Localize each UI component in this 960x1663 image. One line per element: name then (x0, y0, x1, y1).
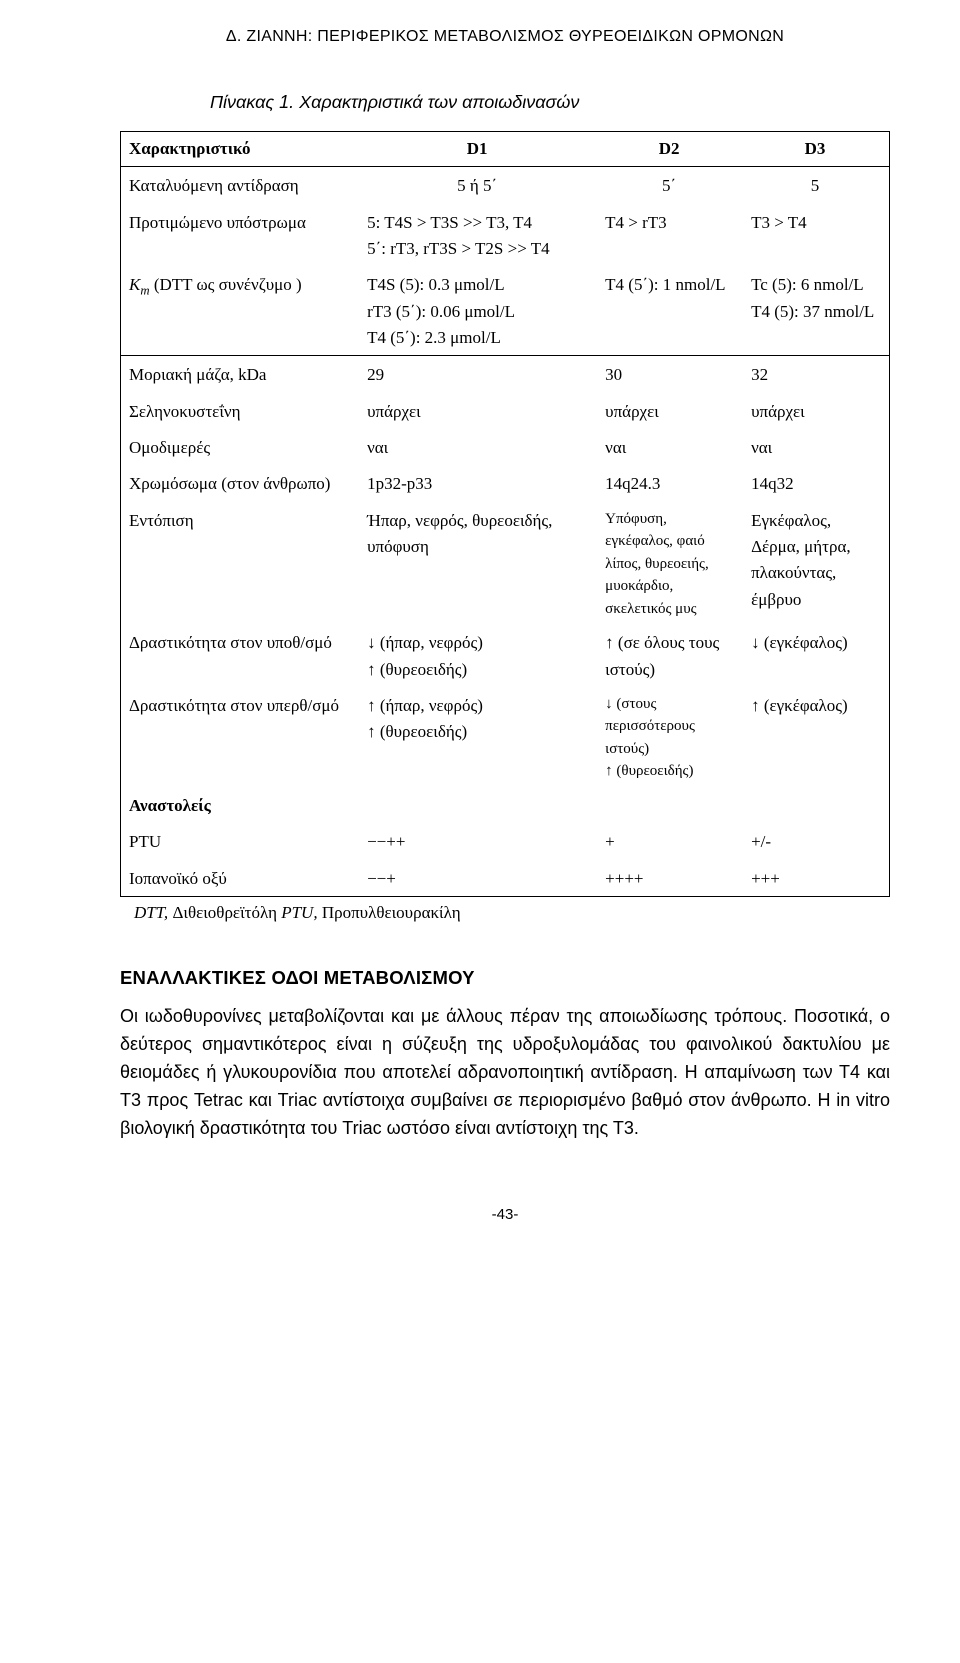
cell: ↓ (εγκέφαλος) (743, 624, 889, 687)
cell: υπάρχει (359, 393, 597, 429)
cell (743, 787, 889, 823)
table-row: Καταλυόμενη αντίδραση 5 ή 5΄ 5΄ 5 (121, 167, 889, 204)
cell: + (597, 823, 743, 859)
table-row: Εντόπιση Ήπαρ, νεφρός, θυρεοειδής, υπόφυ… (121, 502, 889, 625)
cell: T4 > rT3 (597, 204, 743, 267)
cell: T4 (5΄): 1 nmol/L (597, 266, 743, 355)
cell: T3 > T4 (743, 204, 889, 267)
table-row: Δραστικότητα στον υποθ/σμό ↓ (ήπαρ, νεφρ… (121, 624, 889, 687)
cell: ναι (359, 429, 597, 465)
cell-label: Προτιμώμενο υπόστρωμα (121, 204, 359, 267)
cell-label: Σεληνοκυστεΐνη (121, 393, 359, 429)
table-row: Προτιμώμενο υπόστρωμα 5: T4S > T3S >> T3… (121, 204, 889, 267)
section-heading: ΕΝΑΛΛΑΚΤΙΚΕΣ ΟΔΟΙ ΜΕΤΑΒΟΛΙΣΜΟΥ (120, 967, 890, 989)
cell: −−+ (359, 860, 597, 896)
cell: ↑ (εγκέφαλος) (743, 687, 889, 787)
table-row: Δραστικότητα στον υπερθ/σμό ↑ (ήπαρ, νεφ… (121, 687, 889, 787)
footnote-abbrev: DTT, (134, 903, 172, 922)
cell: 29 (359, 356, 597, 393)
table-row: Ομοδιμερές ναι ναι ναι (121, 429, 889, 465)
cell (359, 787, 597, 823)
cell: 14q24.3 (597, 465, 743, 501)
cell: 5 ή 5΄ (359, 167, 597, 204)
cell: 5 (743, 167, 889, 204)
cell-label: Εντόπιση (121, 502, 359, 625)
cell: +/- (743, 823, 889, 859)
cell-label: Ομοδιμερές (121, 429, 359, 465)
cell: 5: T4S > T3S >> T3, T45΄: rT3, rT3S > T2… (359, 204, 597, 267)
table-row: PTU −−++ + +/- (121, 823, 889, 859)
table-row: Km (DTT ως συνένζυμο ) T4S (5): 0.3 μmol… (121, 266, 889, 355)
table-row: Αναστολείς (121, 787, 889, 823)
cell: υπάρχει (597, 393, 743, 429)
running-head: Δ. ΖΙΑΝΝΗ: ΠΕΡΙΦΕΡΙΚΟΣ ΜΕΤΑΒΟΛΙΣΜΟΣ ΘΥΡΕ… (120, 28, 890, 46)
cell-label: Δραστικότητα στον υποθ/σμό (121, 624, 359, 687)
cell: ↓ (στους περισσότερους ιστούς)↑ (θυρεοει… (597, 687, 743, 787)
header-d1: D1 (359, 132, 597, 167)
body-paragraph: Οι ιωδοθυρονίνες μεταβολίζονται και με ά… (120, 1003, 890, 1142)
header-d2: D2 (597, 132, 743, 167)
footnote-abbrev: PTU, (281, 903, 322, 922)
cell: −−++ (359, 823, 597, 859)
cell: ναι (597, 429, 743, 465)
table-row: Ιοπανοϊκό οξύ −−+ ++++ +++ (121, 860, 889, 896)
table-footnote: DTT, Διθειοθρεϊτόλη PTU, Προπυλθειουρακί… (134, 903, 890, 923)
cell: 5΄ (597, 167, 743, 204)
cell: 32 (743, 356, 889, 393)
cell: Tc (5): 6 nmol/LT4 (5): 37 nmol/L (743, 266, 889, 355)
page: Δ. ΖΙΑΝΝΗ: ΠΕΡΙΦΕΡΙΚΟΣ ΜΕΤΑΒΟΛΙΣΜΟΣ ΘΥΡΕ… (0, 0, 960, 1263)
cell-label: Αναστολείς (121, 787, 359, 823)
footnote-text: Διθειοθρεϊτόλη (172, 903, 281, 922)
cell: 30 (597, 356, 743, 393)
cell: υπάρχει (743, 393, 889, 429)
cell: ++++ (597, 860, 743, 896)
cell-label: Δραστικότητα στον υπερθ/σμό (121, 687, 359, 787)
cell-label: Ιοπανοϊκό οξύ (121, 860, 359, 896)
cell: 14q32 (743, 465, 889, 501)
header-d3: D3 (743, 132, 889, 167)
table-caption: Πίνακας 1. Χαρακτηριστικά των αποιωδινασ… (210, 92, 890, 113)
cell-label: Χρωμόσωμα (στον άνθρωπο) (121, 465, 359, 501)
cell: Ήπαρ, νεφρός, θυρεοειδής, υπόφυση (359, 502, 597, 625)
cell: ναι (743, 429, 889, 465)
cell: Εγκέφαλος, Δέρμα, μήτρα, πλακούντας, έμβ… (743, 502, 889, 625)
cell: +++ (743, 860, 889, 896)
cell-label: Καταλυόμενη αντίδραση (121, 167, 359, 204)
cell: 1p32-p33 (359, 465, 597, 501)
cell: ↑ (σε όλους τους ιστούς) (597, 624, 743, 687)
cell (597, 787, 743, 823)
cell: ↓ (ήπαρ, νεφρός)↑ (θυρεοειδής) (359, 624, 597, 687)
cell: ↑ (ήπαρ, νεφρός)↑ (θυρεοειδής) (359, 687, 597, 787)
page-number: -43- (120, 1206, 890, 1223)
characteristics-table: Χαρακτηριστικό D1 D2 D3 Καταλυόμενη αντί… (121, 132, 889, 896)
cell-label: PTU (121, 823, 359, 859)
table-row: Σεληνοκυστεΐνη υπάρχει υπάρχει υπάρχει (121, 393, 889, 429)
header-characteristic: Χαρακτηριστικό (121, 132, 359, 167)
cell-label: Km (DTT ως συνένζυμο ) (121, 266, 359, 355)
table-row: Χρωμόσωμα (στον άνθρωπο) 1p32-p33 14q24.… (121, 465, 889, 501)
table-wrapper: Χαρακτηριστικό D1 D2 D3 Καταλυόμενη αντί… (120, 131, 890, 897)
cell: Υπόφυση, εγκέφαλος, φαιό λίπος, θυρεοειή… (597, 502, 743, 625)
cell-label: Μοριακή μάζα, kDa (121, 356, 359, 393)
footnote-text: Προπυλθειουρακίλη (322, 903, 461, 922)
table-header-row: Χαρακτηριστικό D1 D2 D3 (121, 132, 889, 167)
cell: T4S (5): 0.3 μmol/LrT3 (5΄): 0.06 μmol/L… (359, 266, 597, 355)
table-row: Μοριακή μάζα, kDa 29 30 32 (121, 356, 889, 393)
